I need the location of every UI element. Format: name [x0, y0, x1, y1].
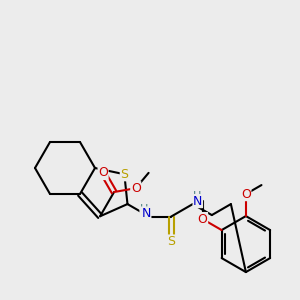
Text: H: H [193, 191, 201, 201]
Text: S: S [167, 235, 175, 248]
Text: N: N [141, 207, 151, 220]
Text: O: O [198, 213, 208, 226]
Text: O: O [131, 182, 141, 195]
Text: S: S [120, 168, 128, 181]
Text: O: O [98, 167, 108, 179]
Text: N: N [193, 195, 203, 208]
Text: H: H [140, 204, 148, 214]
Text: O: O [241, 188, 251, 201]
